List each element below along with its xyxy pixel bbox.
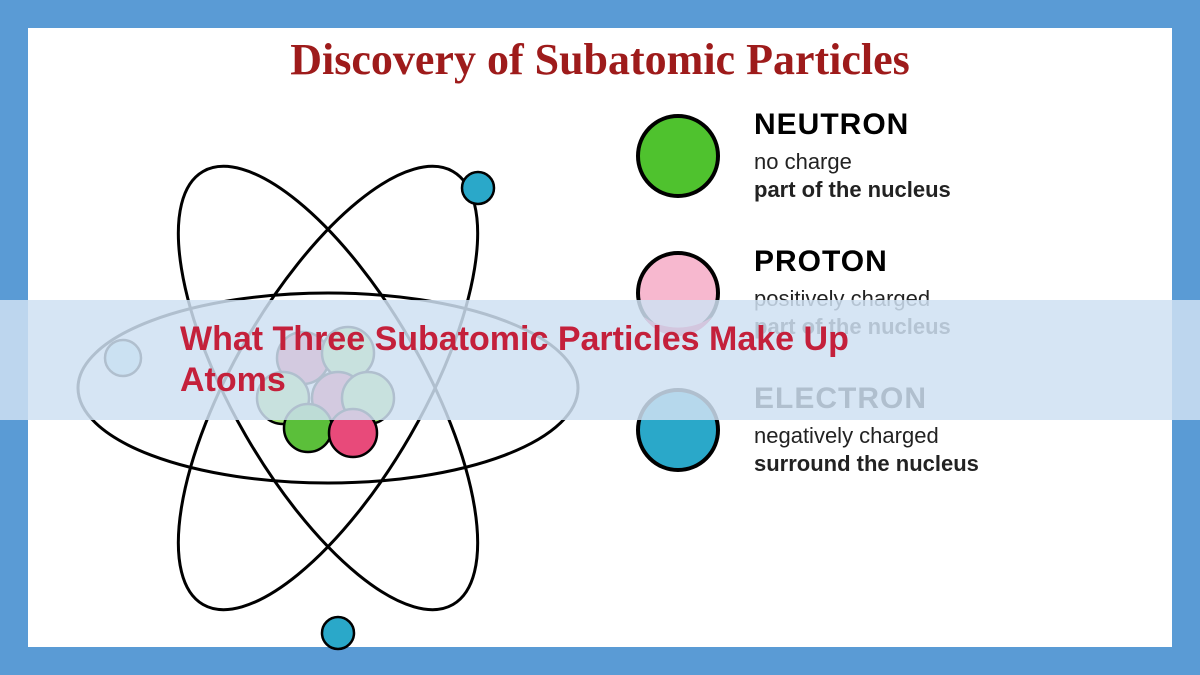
- outer-frame: Discovery of Subatomic Particles NEUTRON…: [0, 0, 1200, 675]
- legend-row-neutron: NEUTRON no chargepart of the nucleus: [632, 108, 1152, 203]
- legend-desc: no charge: [754, 148, 951, 176]
- neutron-icon: [632, 110, 724, 202]
- legend-desc: surround the nucleus: [754, 450, 979, 478]
- orbit-electron: [322, 617, 354, 649]
- legend-desc: negatively charged: [754, 422, 979, 450]
- overlay-band: What Three Subatomic Particles Make Up A…: [0, 300, 1200, 420]
- legend-name: PROTON: [754, 245, 951, 279]
- legend-text-neutron: NEUTRON no chargepart of the nucleus: [754, 108, 951, 203]
- orbit-electron: [462, 172, 494, 204]
- page-title: Discovery of Subatomic Particles: [28, 28, 1172, 85]
- overlay-title: What Three Subatomic Particles Make Up A…: [180, 319, 940, 401]
- legend-name: NEUTRON: [754, 108, 951, 142]
- legend-desc: part of the nucleus: [754, 176, 951, 204]
